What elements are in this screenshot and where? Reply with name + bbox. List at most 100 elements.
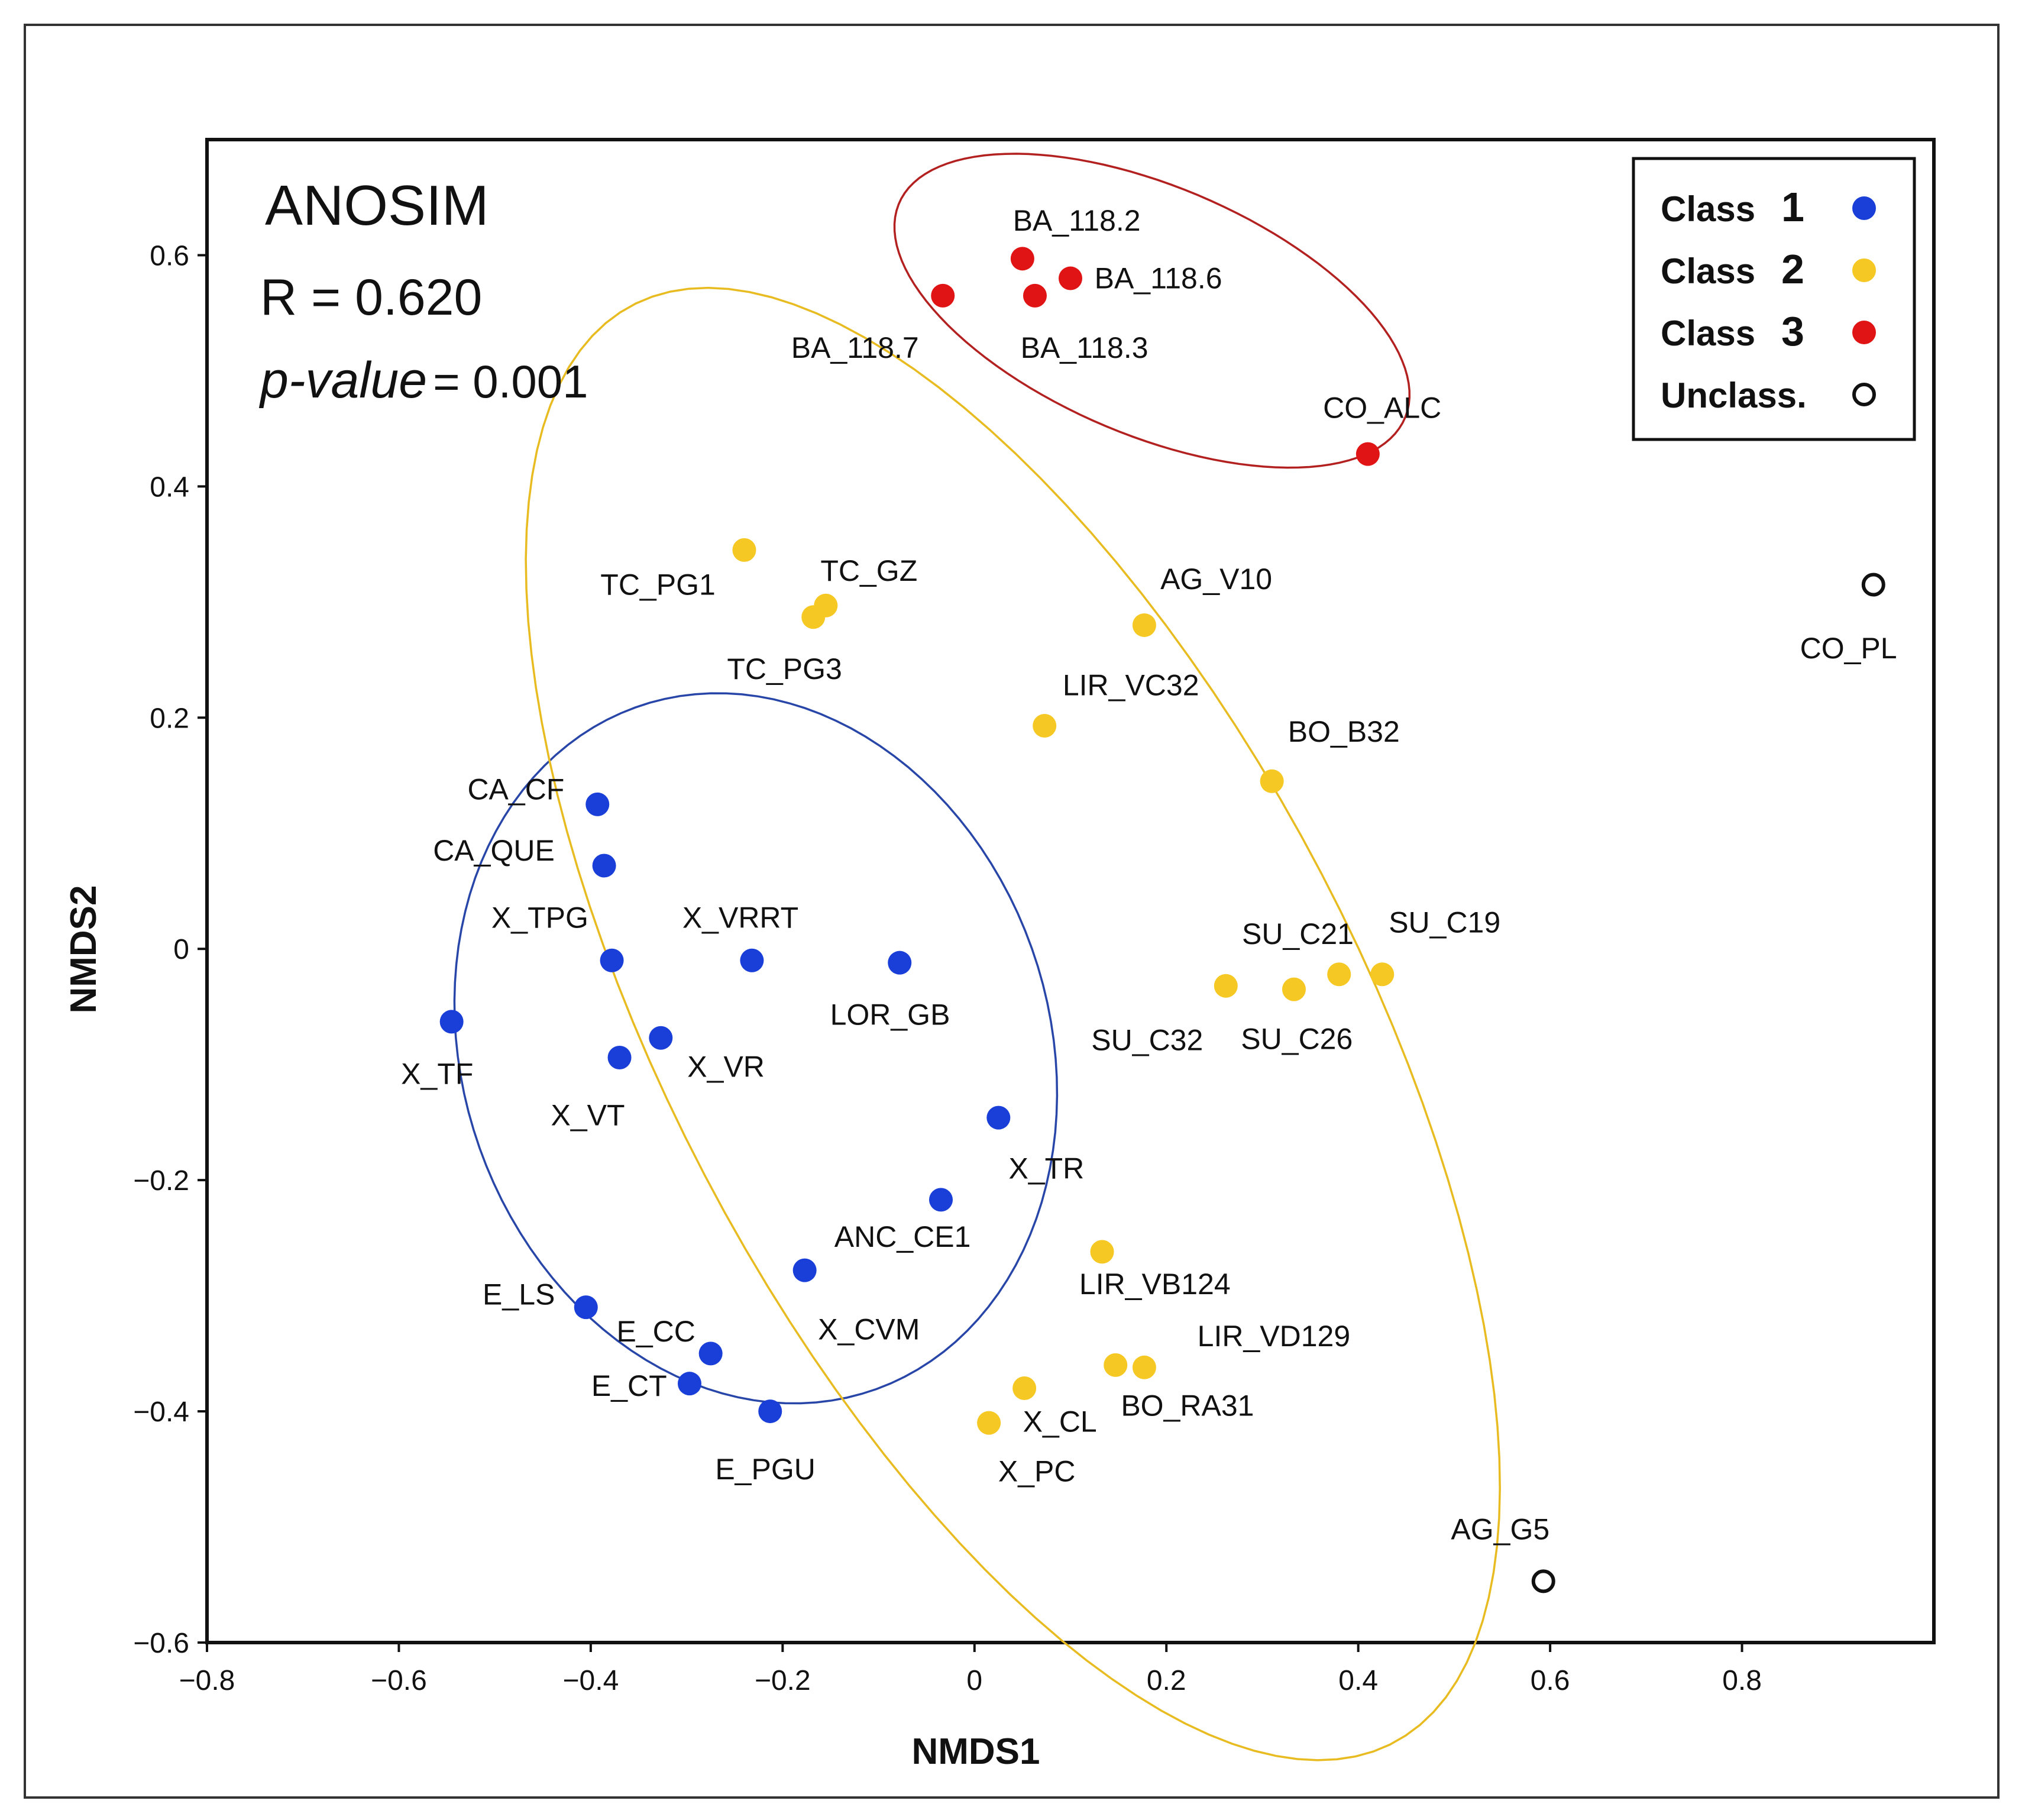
point-label: AG_V10 <box>1160 563 1272 596</box>
point-label: X_VT <box>551 1099 625 1132</box>
data-point-class-2 <box>1104 1353 1128 1377</box>
y-tick-label: 0 <box>173 934 189 965</box>
data-point-class-2 <box>1327 962 1351 987</box>
x-tick-label: 0.4 <box>1338 1665 1378 1696</box>
data-point-class-1 <box>574 1295 598 1320</box>
point-label: TC_PG3 <box>727 652 842 686</box>
stats-r-label: R = <box>260 269 355 326</box>
legend-number: 1 <box>1781 184 1804 230</box>
point-label: X_VRRT <box>682 901 798 935</box>
data-point-class-3 <box>1023 283 1047 308</box>
legend-word: Class <box>1661 251 1755 291</box>
x-tick-label: 0.2 <box>1147 1665 1186 1696</box>
point-label: SU_C21 <box>1242 917 1354 951</box>
legend-label: Class 2 <box>1661 246 1804 292</box>
point-label: SU_C32 <box>1091 1024 1203 1057</box>
data-point-class-1 <box>600 948 624 972</box>
y-tick-label: −0.2 <box>133 1165 189 1197</box>
point-label: X_CVM <box>818 1313 920 1346</box>
x-tick-label: 0 <box>966 1665 982 1696</box>
x-tick-label: −0.8 <box>179 1665 235 1696</box>
point-label: CO_ALC <box>1323 392 1441 425</box>
point-label: SU_C26 <box>1241 1023 1353 1056</box>
legend-marker-class-1 <box>1852 196 1876 220</box>
x-tick-label: −0.4 <box>563 1665 619 1696</box>
legend-label: Class 1 <box>1661 184 1804 230</box>
data-point-class-2 <box>1132 613 1156 637</box>
legend-label: Unclass. <box>1661 376 1807 415</box>
point-label: LOR_GB <box>830 998 950 1032</box>
point-label: X_TR <box>1008 1152 1084 1185</box>
data-point-class-1 <box>929 1188 953 1212</box>
point-label: TC_GZ <box>820 554 917 587</box>
point-label: LIR_VB124 <box>1079 1268 1231 1301</box>
data-point-class-1 <box>986 1105 1011 1130</box>
point-label: TC_PG1 <box>600 568 716 602</box>
data-point-class-2 <box>1260 769 1284 793</box>
data-point-unclassified <box>1861 573 1885 597</box>
legend-label: Class 3 <box>1661 308 1804 354</box>
point-label: E_PGU <box>715 1453 816 1486</box>
data-point-class-3 <box>1010 247 1034 271</box>
point-label: X_PC <box>998 1455 1076 1488</box>
stats-p-value: = 0.001 <box>433 355 588 408</box>
y-axis-title: NMDS2 <box>63 885 104 1013</box>
x-tick-label: −0.2 <box>755 1665 811 1696</box>
data-point-unclassified <box>1531 1569 1555 1593</box>
stats-r: R = 0.620 <box>260 269 482 326</box>
y-tick-label: 0.4 <box>150 471 189 503</box>
point-label: X_VR <box>687 1050 765 1084</box>
data-point-class-2 <box>732 538 756 562</box>
ellipse-class-3 <box>893 153 1411 469</box>
data-point-class-2 <box>801 605 826 629</box>
axes-layer: −0.8 −0.6 −0.4 −0.2 0 0.2 0.4 0.6 0.8 −0.6 −0.4 −0.… <box>133 240 1762 1696</box>
data-point-class-2 <box>977 1411 1001 1435</box>
point-label: E_CC <box>617 1315 695 1348</box>
point-label: CA_QUE <box>433 834 555 867</box>
legend-word: Unclass. <box>1661 376 1807 415</box>
data-point-class-1 <box>758 1399 782 1424</box>
legend-number: 3 <box>1781 308 1804 354</box>
ellipses-layer <box>453 153 1501 1761</box>
point-label: CO_PL <box>1800 632 1897 665</box>
point-label: BA_118.3 <box>1021 331 1149 364</box>
y-tick-label: 0.6 <box>150 240 189 271</box>
point-label: LIR_VD129 <box>1198 1320 1351 1353</box>
point-label: BA_118.6 <box>1095 262 1222 295</box>
point-label: X_TF <box>401 1057 473 1090</box>
point-label: BA_118.2 <box>1013 204 1141 237</box>
y-tick-label: 0.2 <box>150 703 189 734</box>
stats-p-label: p-value <box>258 352 427 409</box>
point-label: LIR_VC32 <box>1063 669 1199 702</box>
data-point-class-2 <box>1282 977 1306 1001</box>
point-label: BO_B32 <box>1288 715 1400 748</box>
legend-marker-class-3 <box>1852 321 1876 344</box>
stats-annotation: ANOSIM R = 0.620 p-value = 0.001 <box>258 174 588 409</box>
data-point-class-2 <box>1370 962 1395 987</box>
data-point-class-3 <box>931 283 955 308</box>
point-label: CA_CF <box>467 773 564 806</box>
data-point-class-1 <box>888 951 912 975</box>
point-label: BO_RA31 <box>1121 1389 1254 1422</box>
data-point-class-1 <box>792 1258 817 1282</box>
data-point-class-1 <box>677 1372 701 1396</box>
stats-p: p-value = 0.001 <box>258 352 588 409</box>
data-point-class-1 <box>607 1045 632 1069</box>
ellipse-class-1 <box>453 692 1059 1405</box>
x-tick-label: 0.8 <box>1722 1665 1762 1696</box>
stats-r-value: 0.620 <box>355 269 482 326</box>
data-point-class-3 <box>1059 266 1082 290</box>
ellipse-class-2 <box>525 286 1501 1761</box>
y-tick-label: −0.4 <box>133 1396 189 1428</box>
point-label: SU_C19 <box>1389 906 1500 939</box>
legend-word: Class <box>1661 189 1755 229</box>
data-point-class-2 <box>1132 1355 1156 1379</box>
point-label: ANC_CE1 <box>834 1220 971 1253</box>
data-point-class-1 <box>698 1341 723 1366</box>
point-label: X_TPG <box>491 901 588 935</box>
legend-number: 2 <box>1781 246 1804 292</box>
point-label: E_LS <box>483 1278 555 1311</box>
legend-marker-class-2 <box>1852 258 1876 282</box>
legend-word: Class <box>1661 313 1755 353</box>
